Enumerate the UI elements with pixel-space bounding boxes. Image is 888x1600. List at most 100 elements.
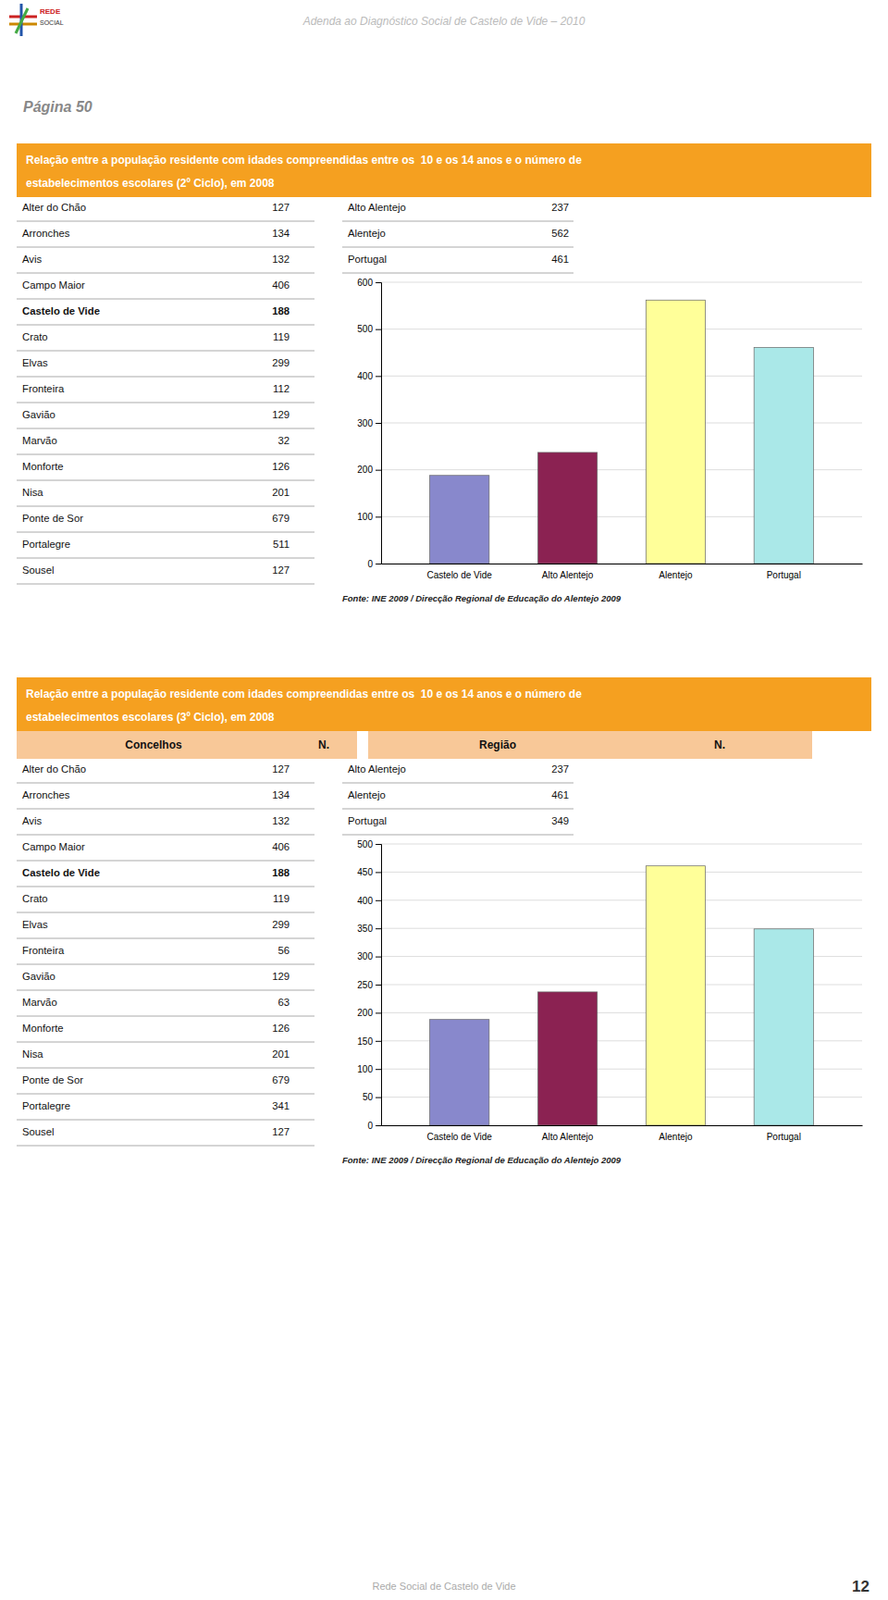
tick-mark <box>375 900 382 901</box>
grid-line <box>381 282 863 284</box>
tick: Alto Alentejo <box>542 1131 594 1142</box>
tick-mark <box>375 282 382 284</box>
tick-label: 150 <box>357 1036 373 1047</box>
tick: 150 <box>357 1036 382 1047</box>
row-separator <box>16 1041 315 1043</box>
page: Adenda ao Diagnóstico Social de Castelo … <box>0 0 888 1600</box>
column-header-bg <box>627 730 813 759</box>
row-separator <box>16 454 315 456</box>
row-separator <box>16 505 315 507</box>
tick: 350 <box>357 923 382 934</box>
tick-mark <box>375 1097 382 1098</box>
tick-label: 450 <box>357 866 373 877</box>
table-row-value: 201 <box>271 486 290 498</box>
table-row-name: Arronches <box>22 789 71 801</box>
bar <box>537 991 597 1125</box>
section: Relação entre a população residente com … <box>16 677 872 1165</box>
table-row-name: Monforte <box>22 1022 64 1034</box>
table-row-value: 126 <box>271 460 290 472</box>
source-note: Fonte: INE 2009 / Direcção Regional de E… <box>342 592 622 604</box>
region-row-value: 562 <box>551 227 569 239</box>
table-row-value: 127 <box>271 763 290 775</box>
tick-mark <box>375 329 382 331</box>
row-separator <box>16 782 315 784</box>
table-row-name: Gavião <box>22 970 56 982</box>
bar <box>430 475 490 564</box>
logo-text: REDE <box>39 7 62 16</box>
tick-mark <box>375 871 382 873</box>
tick-mark <box>375 1068 382 1070</box>
table-row-name: Sousel <box>22 1125 55 1137</box>
footer-text: Rede Social de Castelo de Vide <box>371 1579 516 1591</box>
tick-mark <box>375 516 382 518</box>
title-bar <box>16 143 872 198</box>
page-number: 12 <box>851 1577 870 1595</box>
tick-label: 300 <box>357 950 373 962</box>
row-separator <box>16 912 315 913</box>
row-separator <box>342 272 574 274</box>
tick-mark <box>375 1124 382 1126</box>
row-separator <box>16 937 315 939</box>
tick: 100 <box>357 1063 382 1074</box>
table-row-value: 56 <box>277 944 290 956</box>
table-row-name: Portalegre <box>22 1099 71 1111</box>
tick-label: Portugal <box>766 569 802 580</box>
grid-line <box>381 843 863 845</box>
row-separator <box>16 221 315 222</box>
table-row-value: 129 <box>271 970 290 982</box>
table-row-name: Alter do Chão <box>22 201 87 213</box>
title-bar <box>16 677 872 731</box>
tick: 450 <box>357 866 382 877</box>
row-separator <box>342 834 574 836</box>
row-separator <box>16 989 315 991</box>
region-row-name: Alto Alentejo <box>347 201 407 213</box>
tick-mark <box>375 984 382 986</box>
tick-label: 100 <box>357 1063 373 1074</box>
tick: 0 <box>367 1120 382 1131</box>
tick-mark <box>375 1011 382 1013</box>
tick: Portugal <box>766 1131 802 1142</box>
table-row-value: 299 <box>271 357 290 369</box>
bar <box>753 346 814 564</box>
region-row-value: 461 <box>551 789 569 801</box>
tick: 300 <box>357 950 382 962</box>
table-row-name: Ponte de Sor <box>22 512 84 524</box>
page-title: Adenda ao Diagnóstico Social de Castelo … <box>302 14 586 28</box>
row-separator <box>16 376 315 378</box>
table-row-value: 406 <box>271 840 290 852</box>
table-row-value: 299 <box>271 918 290 930</box>
table-row-name: Alter do Chão <box>22 763 87 775</box>
table-row-value: 511 <box>272 538 290 550</box>
tick: Alto Alentejo <box>542 569 594 580</box>
table-row-name: Portalegre <box>22 538 71 550</box>
tick-mark <box>375 927 382 929</box>
table-row-value: 32 <box>277 434 290 446</box>
table-row-name: Monforte <box>22 460 64 472</box>
tick-label: 100 <box>357 511 373 522</box>
tick-label: Castelo de Vide <box>427 1131 494 1142</box>
row-separator <box>342 246 574 248</box>
axis-line <box>382 563 864 565</box>
tick: 0 <box>367 558 382 569</box>
page-label: Página 50 <box>23 98 93 115</box>
tick-label: Alto Alentejo <box>542 569 594 580</box>
region-row-name: Alentejo <box>347 227 386 239</box>
logo: REDESOCIAL <box>9 3 64 37</box>
table-row-name: Arronches <box>22 227 71 239</box>
table-row-name: Fronteira <box>22 944 65 956</box>
row-separator <box>16 324 315 326</box>
table-row-name: Castelo de Vide <box>22 866 100 878</box>
row-separator <box>16 402 315 404</box>
x-axis: Castelo de VideAlto AlentejoAlentejoPort… <box>382 1125 864 1143</box>
row-separator <box>16 808 315 810</box>
table-row-value: 127 <box>271 201 290 213</box>
tick-label: 0 <box>367 1120 373 1131</box>
table-row-name: Elvas <box>22 918 49 930</box>
section-title: Relação entre a população residente com … <box>25 153 582 167</box>
section-title: Relação entre a população residente com … <box>25 687 582 701</box>
table-row-name: Marvão <box>22 434 58 446</box>
table-row-value: 134 <box>271 227 290 239</box>
logo-stroke <box>9 23 37 26</box>
table-row-name: Crato <box>22 331 49 343</box>
table-row-value: 129 <box>271 408 290 420</box>
